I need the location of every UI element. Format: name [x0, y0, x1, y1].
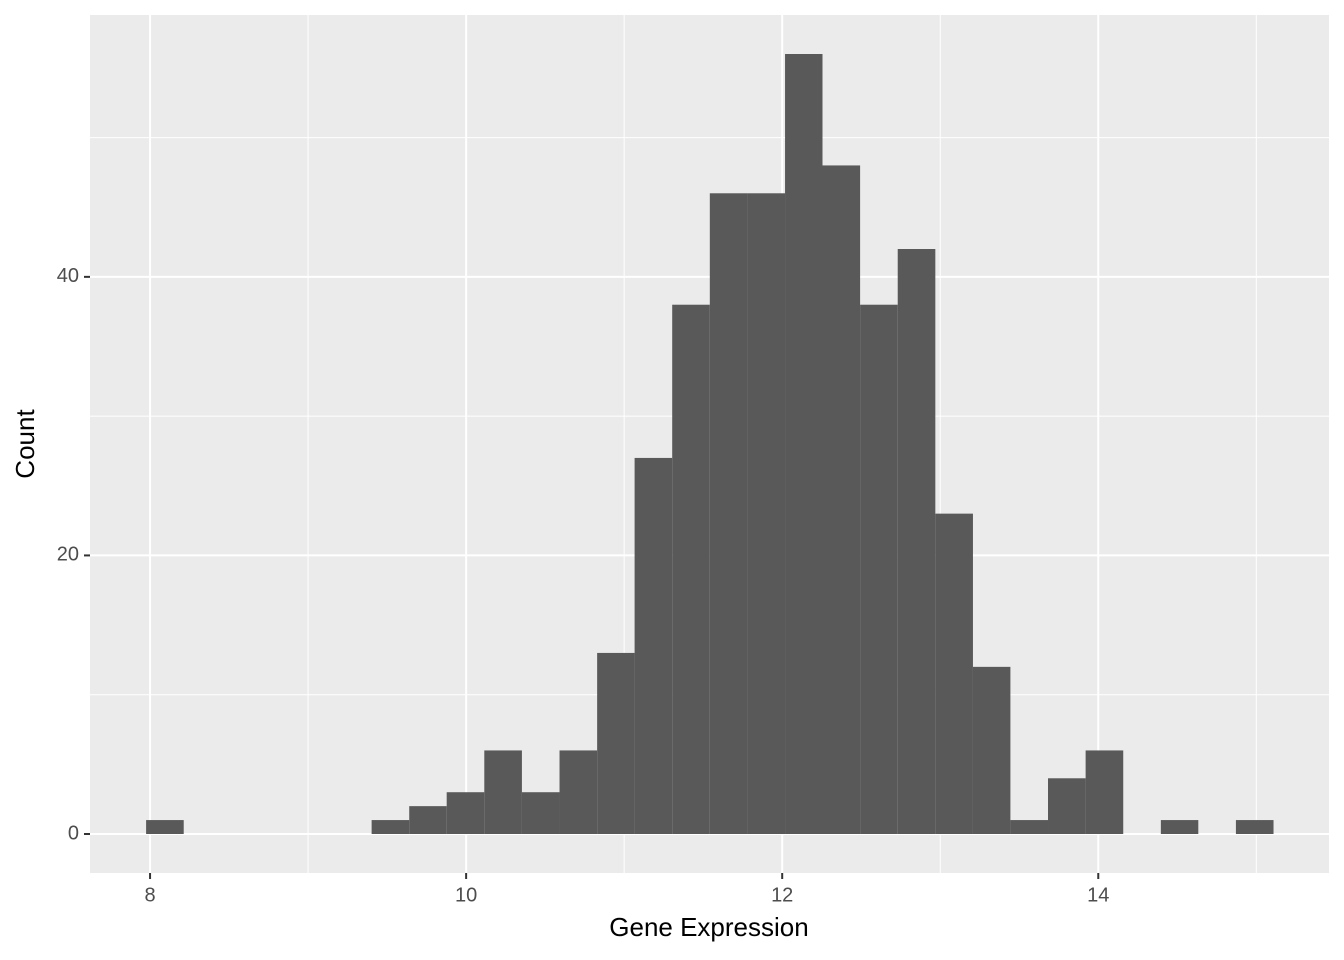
histogram-bar [446, 792, 485, 834]
histogram-bar [785, 54, 823, 834]
histogram-bar [672, 304, 710, 834]
y-tick-label: 20 [57, 544, 79, 566]
x-tick-label: 14 [1087, 884, 1109, 906]
histogram-bar [146, 820, 184, 834]
histogram-bar [597, 652, 635, 834]
y-axis-title: Count [10, 409, 40, 479]
x-tick-label: 12 [771, 884, 793, 906]
histogram-bar [822, 165, 861, 834]
histogram-bar [559, 750, 598, 834]
histogram-bar [709, 193, 748, 835]
histogram-bar [634, 457, 673, 834]
x-axis-title: Gene Expression [609, 912, 808, 942]
histogram-bar [1010, 820, 1049, 834]
histogram-bar [935, 513, 973, 834]
histogram-bar [1048, 778, 1086, 834]
histogram-bar [1235, 820, 1274, 834]
histogram-bar [484, 750, 522, 834]
x-tick-label: 8 [144, 884, 155, 906]
x-tick-label: 10 [455, 884, 477, 906]
histogram-bar [371, 820, 410, 834]
histogram-bar [521, 792, 560, 834]
histogram-bar [897, 249, 936, 834]
histogram-bar [409, 806, 447, 834]
histogram-bar [1085, 750, 1124, 834]
y-tick-label: 0 [68, 822, 79, 844]
histogram-bar [747, 193, 786, 835]
histogram-bar [860, 304, 898, 834]
histogram-bar [1160, 820, 1199, 834]
histogram-bar [972, 666, 1011, 834]
y-tick-label: 40 [57, 265, 79, 287]
